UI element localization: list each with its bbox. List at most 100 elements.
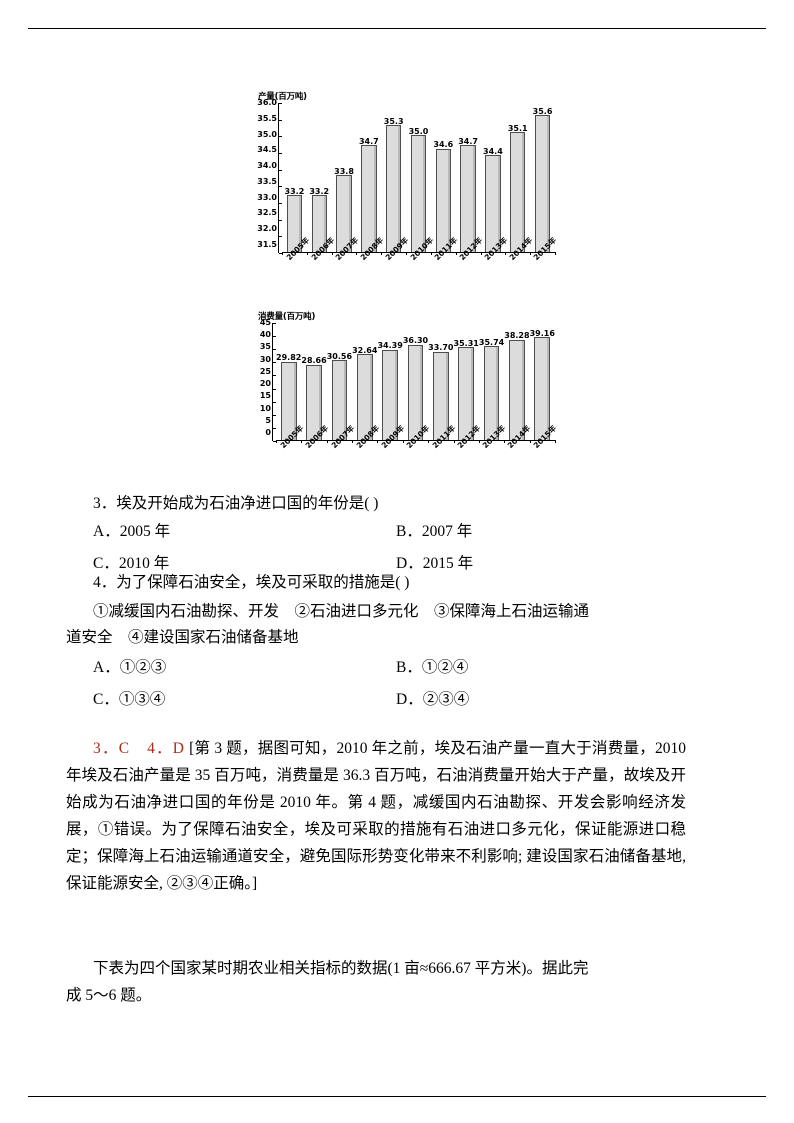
- y-tick-mark: [273, 375, 276, 377]
- y-tick-mark: [273, 349, 276, 351]
- bar: 33.2: [285, 187, 304, 252]
- y-tick-label: 20: [259, 379, 271, 389]
- bar-value-label: 34.7: [358, 136, 379, 146]
- x-tick-mark: [430, 252, 432, 255]
- bar: 33.2: [309, 187, 329, 252]
- x-tick-mark: [377, 440, 379, 443]
- x-tick-mark: [402, 440, 404, 443]
- x-tick-mark: [555, 440, 556, 443]
- bar-value-label: 33.8: [334, 166, 354, 176]
- y-axis-line-consumption: [272, 323, 276, 442]
- x-tick-mark: [282, 252, 283, 255]
- q4-option-b[interactable]: B．①②④: [396, 658, 469, 676]
- bar: 34.4: [483, 147, 503, 252]
- x-tick-mark: [455, 252, 457, 255]
- x-tick-mark: [505, 252, 507, 255]
- y-tick-mark: [273, 388, 276, 390]
- q3-option-d[interactable]: D．2015 年: [396, 554, 474, 572]
- y-tick-mark: [273, 362, 276, 364]
- bar-value-label: 35.6: [532, 106, 553, 116]
- bar: 28.66: [301, 357, 327, 440]
- x-tick-mark: [530, 252, 532, 255]
- bar-cell: 34.7: [456, 103, 481, 252]
- bar-value-label: 34.7: [458, 136, 478, 146]
- next-question-prompt: 下表为四个国家某时期农业相关指标的数据(1 亩≈666.67 平方米)。据此完 …: [66, 955, 686, 1009]
- bar-value-label: 33.70: [428, 343, 454, 353]
- x-tick-mark: [480, 252, 482, 255]
- bar-value-label: 35.0: [408, 126, 429, 136]
- bar-value-label: 33.2: [309, 186, 330, 196]
- x-axis-ticks-consumption: [276, 440, 556, 443]
- y-tick-label: 32.0: [257, 224, 277, 234]
- q4-option-a[interactable]: A．①②③: [93, 658, 167, 676]
- y-tick-mark: [279, 136, 282, 138]
- production-bar-chart: 产量(百万吨) 36.0 35.5 35.0 34.5 34.0 33.5 33.0 32.5…: [255, 90, 558, 287]
- q4-option-c[interactable]: C．①③④: [93, 690, 166, 708]
- y-tick-mark: [273, 414, 276, 416]
- next-prompt-line-2: 成 5～6 题。: [66, 987, 152, 1004]
- bar-value-label: 34.6: [433, 140, 454, 150]
- q3-option-a[interactable]: A．2005 年: [93, 522, 171, 540]
- next-prompt-line-1: 下表为四个国家某时期农业相关指标的数据(1 亩≈666.67 平方米)。据此完: [93, 960, 589, 977]
- plot-area-consumption: 29.82 28.66 30.56 32.64 34.39 36.30 33.70 35.31…: [276, 323, 556, 443]
- bar-value-label: 38.28: [504, 331, 530, 341]
- y-tick-mark: [279, 103, 282, 104]
- answer-labels: 3．C 4．D: [93, 740, 185, 757]
- bar: 35.74: [479, 338, 504, 440]
- x-tick-mark: [301, 440, 303, 443]
- q3-option-b[interactable]: B．2007 年: [396, 522, 473, 540]
- y-tick-label: 0: [265, 427, 271, 437]
- q3-option-c[interactable]: C．2010 年: [93, 554, 170, 572]
- question-3-options-row-2: C．2010 年 D．2015 年: [66, 554, 686, 576]
- bar-value-label: 35.31: [453, 339, 479, 349]
- y-tick-mark: [279, 236, 282, 238]
- bar-cell: 29.82: [276, 323, 301, 440]
- y-tick-mark: [279, 119, 282, 121]
- q4-option-d[interactable]: D．②③④: [396, 690, 470, 708]
- x-tick-mark: [453, 440, 455, 443]
- bar-value-label: 30.56: [326, 351, 353, 361]
- question-4-statements-line-2: 道安全 ④建设国家石油储备基地: [66, 629, 299, 646]
- y-tick-label: 35.0: [257, 129, 277, 139]
- bar-cell: 35.0: [406, 103, 431, 252]
- bar: 34.7: [359, 137, 379, 252]
- bar-cell: 32.64: [352, 323, 377, 440]
- y-tick-mark: [273, 401, 276, 403]
- question-4-block: 4．为了保障石油安全，埃及可采取的措施是( ) ①减缓国内石油勘探、开发 ②石油…: [66, 575, 686, 712]
- bar-cell: 28.66: [301, 323, 327, 440]
- bar: 34.7: [458, 137, 478, 252]
- y-tick-label: 31.5: [257, 239, 277, 249]
- bar-cell: 39.16: [530, 323, 555, 440]
- y-axis-production: 36.0 35.5 35.0 34.5 34.0 33.5 33.0 32.5 32.0 31.5: [255, 99, 278, 253]
- bar-value-label: 35.3: [383, 116, 404, 126]
- bar-cell: 38.28: [504, 323, 530, 440]
- y-tick-mark: [273, 323, 276, 324]
- bar: 33.8: [334, 167, 354, 252]
- x-tick-mark: [504, 440, 506, 443]
- bar-value-label: 36.30: [402, 336, 429, 346]
- y-tick-label: 35.5: [257, 113, 277, 123]
- bar: 34.6: [433, 140, 453, 252]
- y-tick-mark: [279, 169, 282, 171]
- plot-area-production: 33.2 33.2 33.8 34.7 35.3 35.0 34.6 34.7 34.4 35.1…: [282, 103, 556, 255]
- x-tick-mark: [428, 440, 430, 443]
- bar: 35.6: [533, 107, 552, 252]
- chart-title-production: 产量(百万吨): [258, 92, 307, 102]
- x-tick-mark: [306, 252, 308, 255]
- x-tick-mark: [406, 252, 408, 255]
- bar-cell: 30.56: [327, 323, 352, 440]
- bar-cell: 33.70: [428, 323, 453, 440]
- bar-cell: 33.2: [307, 103, 332, 252]
- question-3-block: 3．埃及开始成为石油净进口国的年份是( ) A．2005 年 B．2007 年 …: [66, 496, 686, 576]
- bar-cell: 33.2: [282, 103, 307, 252]
- y-tick-label: 25: [259, 366, 271, 376]
- bar-value-label: 29.82: [276, 353, 302, 363]
- y-tick-label: 40: [259, 330, 271, 340]
- bar-cell: 34.6: [431, 103, 456, 252]
- y-tick-mark: [279, 203, 282, 204]
- y-tick-label: 34.5: [257, 145, 277, 155]
- bar: 35.0: [409, 127, 428, 252]
- bar: 36.30: [403, 337, 428, 440]
- bar: 32.64: [352, 346, 377, 440]
